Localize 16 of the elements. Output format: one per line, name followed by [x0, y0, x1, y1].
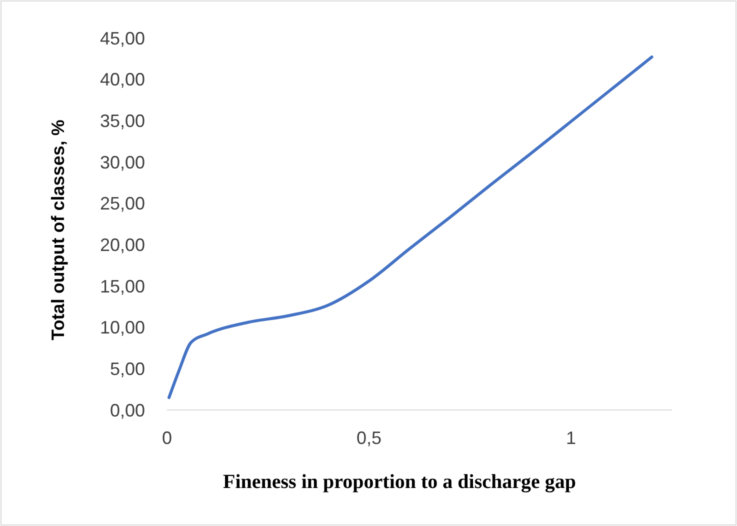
y-tick-label: 20,00: [100, 234, 145, 255]
x-axis-title: Fineness in proportion to a discharge gap: [223, 471, 576, 493]
y-tick-label: 45,00: [100, 28, 145, 48]
y-tick-label: 30,00: [100, 152, 145, 172]
y-tick-label: 40,00: [100, 70, 145, 90]
x-tick-label: 0,5: [356, 428, 382, 448]
y-tick-label: 25,00: [100, 194, 145, 214]
y-axis-title: Total output of classes, %: [48, 120, 68, 340]
line-series: [168, 56, 654, 400]
y-tick-label: 0,00: [110, 400, 145, 420]
x-tick-label: 0: [162, 428, 172, 448]
y-tick-label: 10,00: [100, 318, 145, 338]
x-tick-label: 1: [566, 428, 576, 448]
y-tick-label: 15,00: [100, 276, 145, 296]
y-tick-label: 35,00: [100, 110, 145, 131]
y-tick-label: 5,00: [110, 358, 145, 379]
